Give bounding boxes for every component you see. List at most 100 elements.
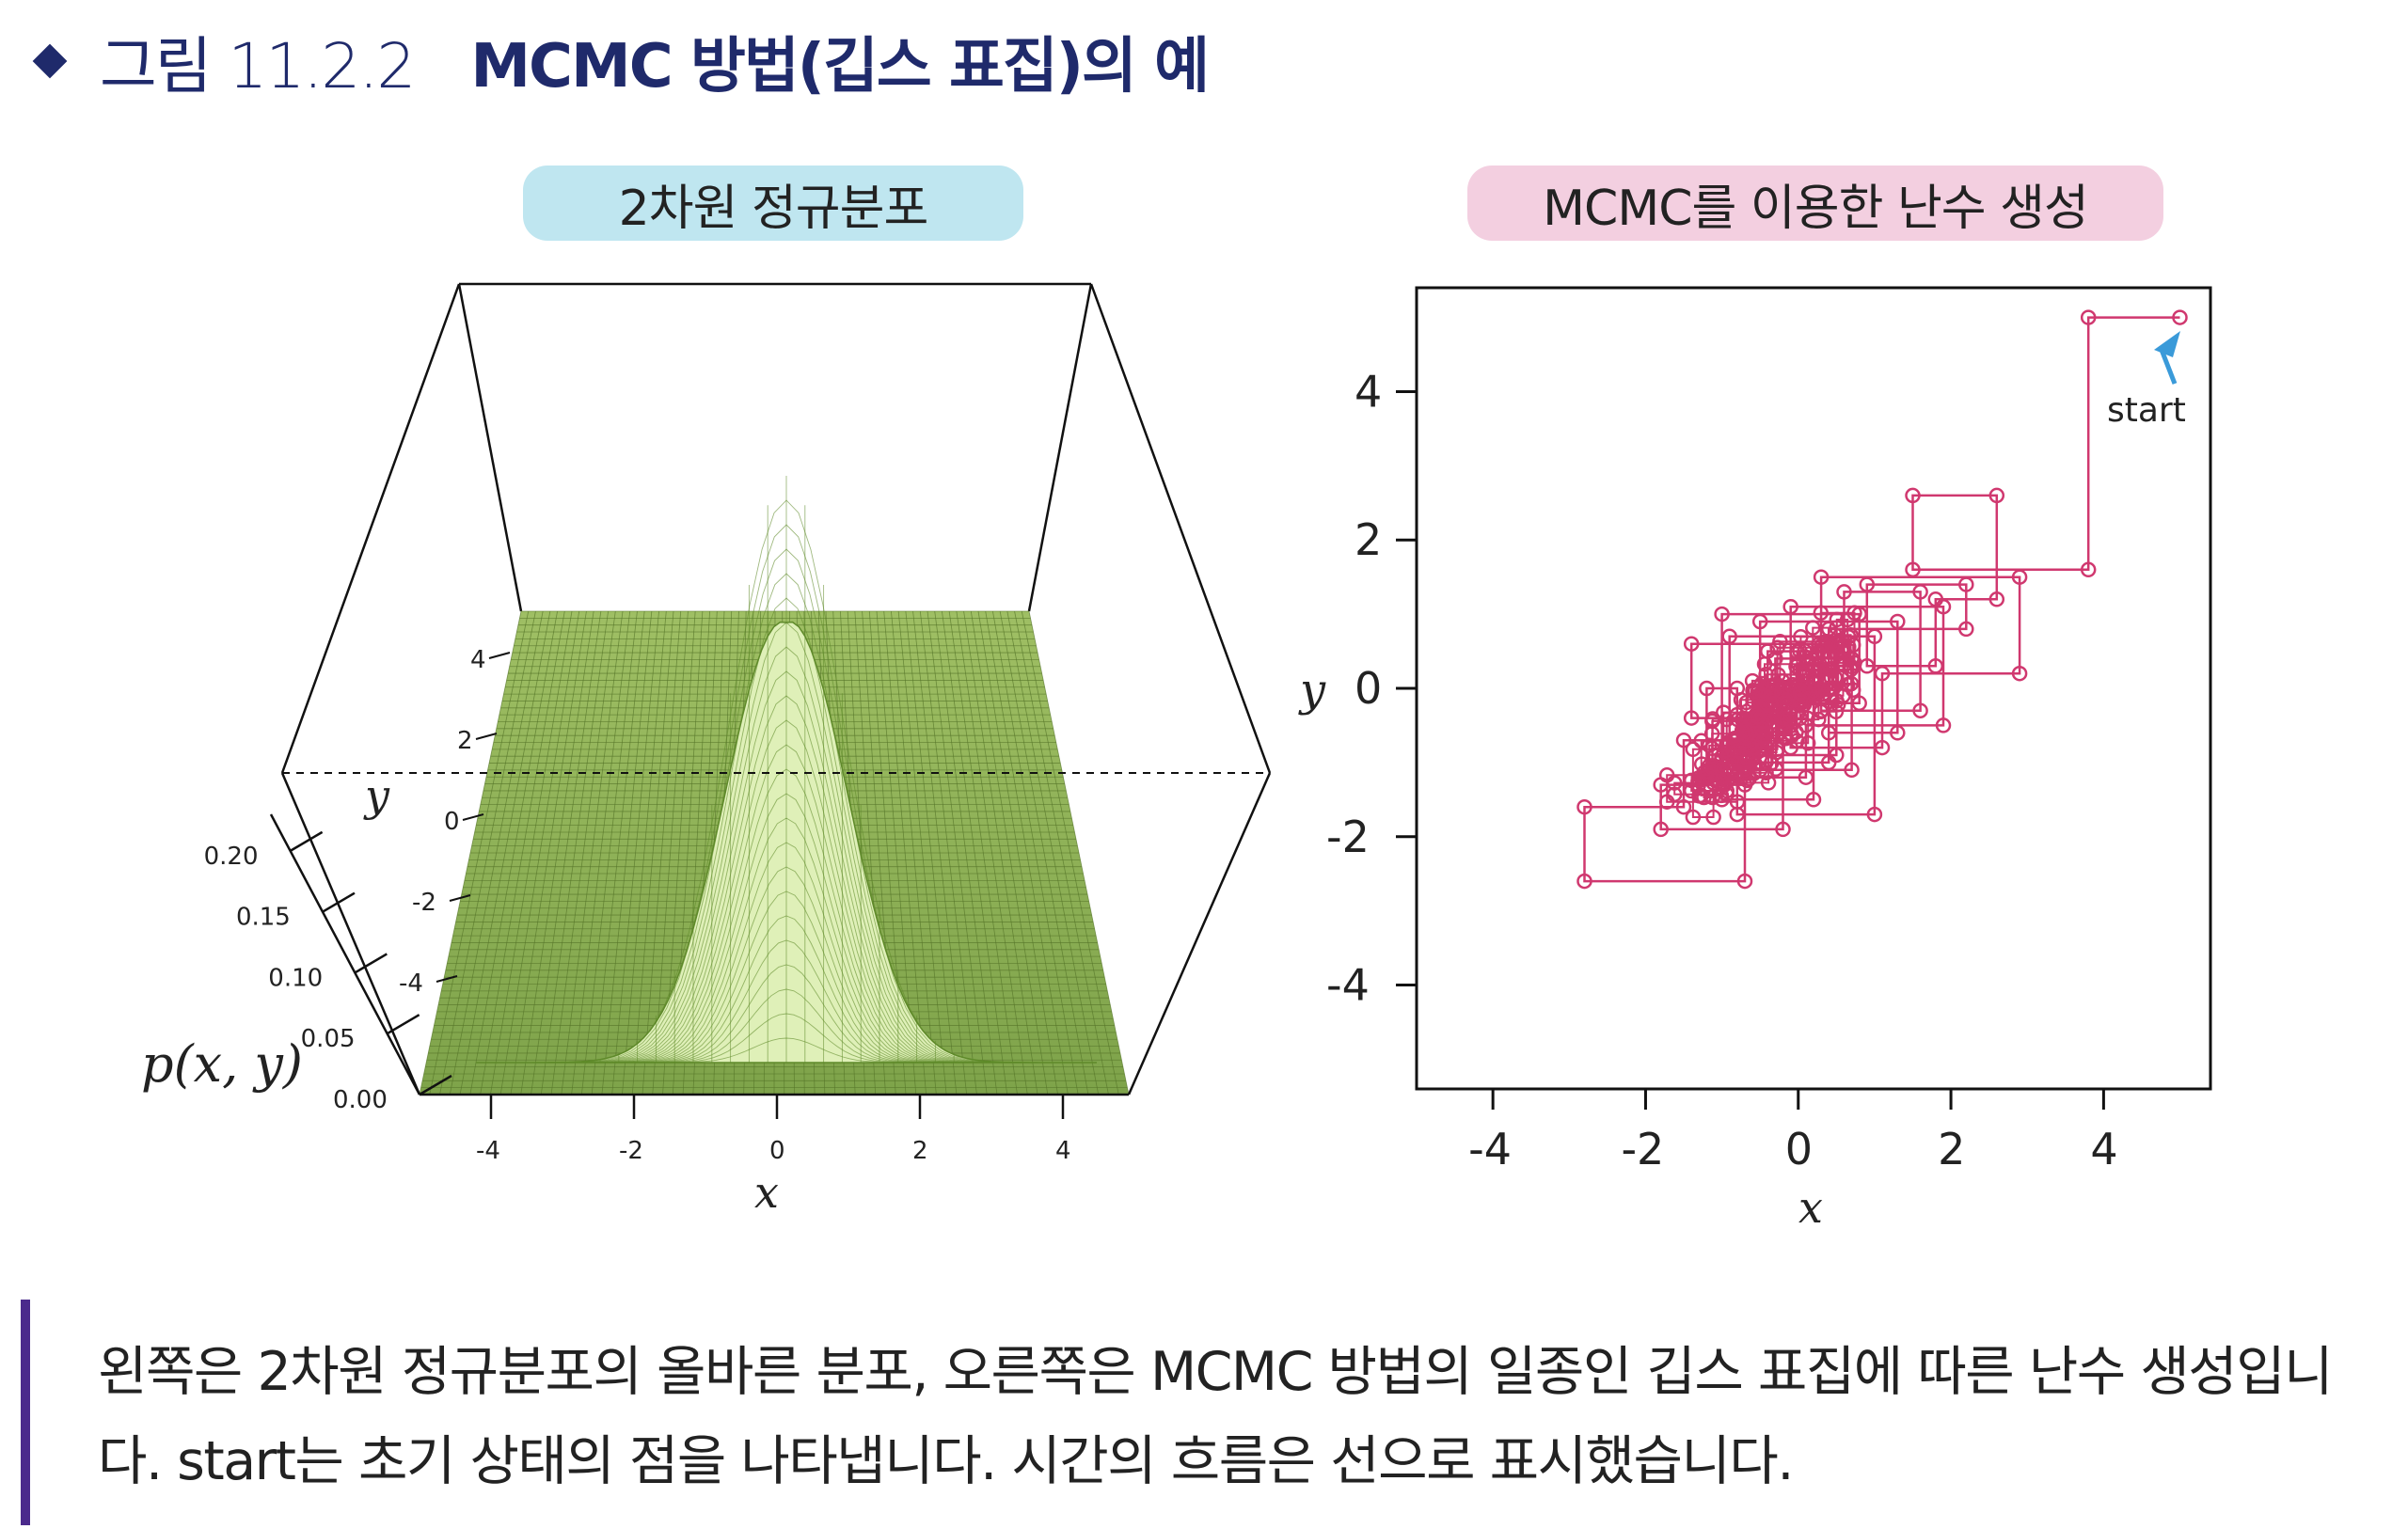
trace-point bbox=[1851, 695, 1867, 712]
y-tick-label: 0 bbox=[1354, 663, 1382, 714]
trace-point bbox=[1836, 584, 1852, 600]
z-tick-label: 0.20 bbox=[204, 843, 259, 871]
trace-point bbox=[1820, 725, 1837, 741]
trace-point bbox=[1829, 693, 1845, 709]
trace-point bbox=[1805, 620, 1821, 636]
trace-point bbox=[1699, 680, 1715, 697]
trace-point bbox=[1793, 629, 1809, 645]
trace-point bbox=[2172, 309, 2188, 325]
caption-line-1: 왼쪽은 2차원 정규분포의 올바른 분포, 오른쪽은 MCMC 방법의 일종인 … bbox=[98, 1341, 2334, 1403]
trace-point bbox=[1841, 629, 1857, 645]
trace-point bbox=[1775, 821, 1791, 838]
trace-point bbox=[1736, 765, 1752, 781]
trace-point bbox=[1820, 680, 1837, 697]
caption-accent-bar bbox=[21, 1300, 30, 1525]
trace-point bbox=[1729, 706, 1746, 723]
trace-point bbox=[1905, 487, 1921, 504]
caption-line-2: 다. start는 초기 상태의 점을 나타냅니다. 시간의 흐름은 선으로 표… bbox=[98, 1430, 1794, 1492]
y-tick bbox=[462, 813, 484, 821]
trace-point bbox=[1798, 769, 1814, 785]
trace-point bbox=[1760, 732, 1776, 749]
plot-box-front bbox=[280, 772, 1272, 1096]
x-tick-label: -4 bbox=[476, 1137, 500, 1165]
right-panel-title: MCMC를 이용한 난수 생성 bbox=[1467, 166, 2163, 241]
z-tick-label: 0.15 bbox=[236, 904, 291, 932]
y-tick-label: 2 bbox=[1354, 514, 1382, 565]
y-tick-label: 2 bbox=[457, 727, 473, 755]
trace-point bbox=[1705, 809, 1721, 826]
y-tick bbox=[488, 652, 511, 659]
trace-point bbox=[1699, 769, 1715, 785]
y-tick-label: -2 bbox=[412, 889, 436, 917]
trace-point bbox=[1874, 739, 1891, 756]
trace-point bbox=[1927, 658, 1944, 674]
x-tick-label: 4 bbox=[1055, 1137, 1071, 1165]
trace-axes: -4 -2 0 2 4 -4 -2 0 2 4 bbox=[1326, 366, 2118, 1174]
trace-point bbox=[1805, 672, 1822, 689]
mcmc-trace-plot: -4 -2 0 2 4 -4 -2 0 2 4 start x y bbox=[1298, 286, 2212, 1233]
trace-point bbox=[1751, 613, 1768, 630]
trace-point bbox=[1653, 821, 1669, 838]
start-marker: start bbox=[2107, 331, 2186, 430]
trace-point bbox=[1701, 737, 1718, 753]
trace-point bbox=[1813, 702, 1830, 718]
trace-point bbox=[1714, 792, 1730, 808]
z-axis: 0.00 0.05 0.10 0.15 0.20 bbox=[204, 813, 452, 1114]
y-tick-label: 4 bbox=[1354, 366, 1382, 417]
trace-point bbox=[1829, 620, 1845, 636]
y-tick-label: -4 bbox=[1326, 960, 1370, 1011]
trace-point bbox=[1935, 717, 1952, 733]
trace-point bbox=[1685, 809, 1702, 826]
trace-point bbox=[1738, 724, 1754, 740]
trace-point bbox=[1707, 772, 1723, 789]
trace-point bbox=[1958, 621, 1974, 638]
trace-point bbox=[1799, 735, 1816, 751]
trace-point bbox=[1779, 695, 1795, 712]
z-tick bbox=[289, 830, 324, 852]
y-tick-label: 0 bbox=[444, 808, 460, 836]
trace-point bbox=[1874, 665, 1891, 682]
x-tick-label: 4 bbox=[2090, 1124, 2117, 1174]
trace-point bbox=[1729, 680, 1746, 697]
trace-point bbox=[1736, 777, 1753, 793]
trace-point bbox=[1782, 598, 1798, 615]
trace-path bbox=[1576, 309, 2188, 890]
x-tick-label: -2 bbox=[619, 1137, 643, 1165]
trace-point bbox=[1813, 605, 1830, 622]
x-tick-label: 0 bbox=[1785, 1124, 1813, 1174]
z-tick bbox=[322, 891, 356, 913]
surface-peak-mesh bbox=[482, 476, 1091, 1064]
trace-point bbox=[1745, 692, 1761, 708]
trace-point bbox=[1691, 788, 1707, 804]
trace-point bbox=[1707, 765, 1723, 781]
trace-point bbox=[1866, 806, 1883, 823]
y-tick-label: -4 bbox=[399, 969, 423, 998]
trace-point bbox=[1721, 754, 1737, 771]
trace-point bbox=[1767, 695, 1783, 712]
trace-line bbox=[1583, 316, 2180, 883]
trace-point bbox=[1859, 658, 1876, 674]
trace-point bbox=[1685, 741, 1702, 758]
trace-point bbox=[1653, 777, 1669, 793]
trace-point bbox=[1683, 710, 1700, 726]
left-panel-title: 2차원 정규분포 bbox=[523, 166, 1023, 241]
trace-point bbox=[1844, 762, 1860, 779]
trace-point bbox=[1795, 675, 1812, 692]
figure-caption: 왼쪽은 2차원 정규분포의 올바른 분포, 오른쪽은 MCMC 방법의 일종인 … bbox=[98, 1328, 2402, 1506]
trace-point bbox=[1798, 717, 1814, 733]
x-axis-label: x bbox=[754, 1167, 779, 1218]
trace-point bbox=[1890, 613, 1906, 630]
trace-point bbox=[1729, 806, 1746, 823]
trace-point bbox=[1683, 772, 1700, 789]
trace-point bbox=[1988, 487, 2005, 504]
trace-point bbox=[1693, 733, 1709, 749]
trace-point bbox=[1738, 694, 1754, 711]
trace-point bbox=[1576, 873, 1592, 890]
trace-point bbox=[1744, 747, 1761, 764]
trace-point bbox=[1576, 798, 1592, 815]
trace-point bbox=[1843, 658, 1860, 675]
trace-y-label: y bbox=[1298, 664, 1326, 717]
trace-point bbox=[1691, 772, 1707, 789]
trace-point bbox=[1719, 772, 1735, 789]
trace-point bbox=[1675, 798, 1692, 815]
